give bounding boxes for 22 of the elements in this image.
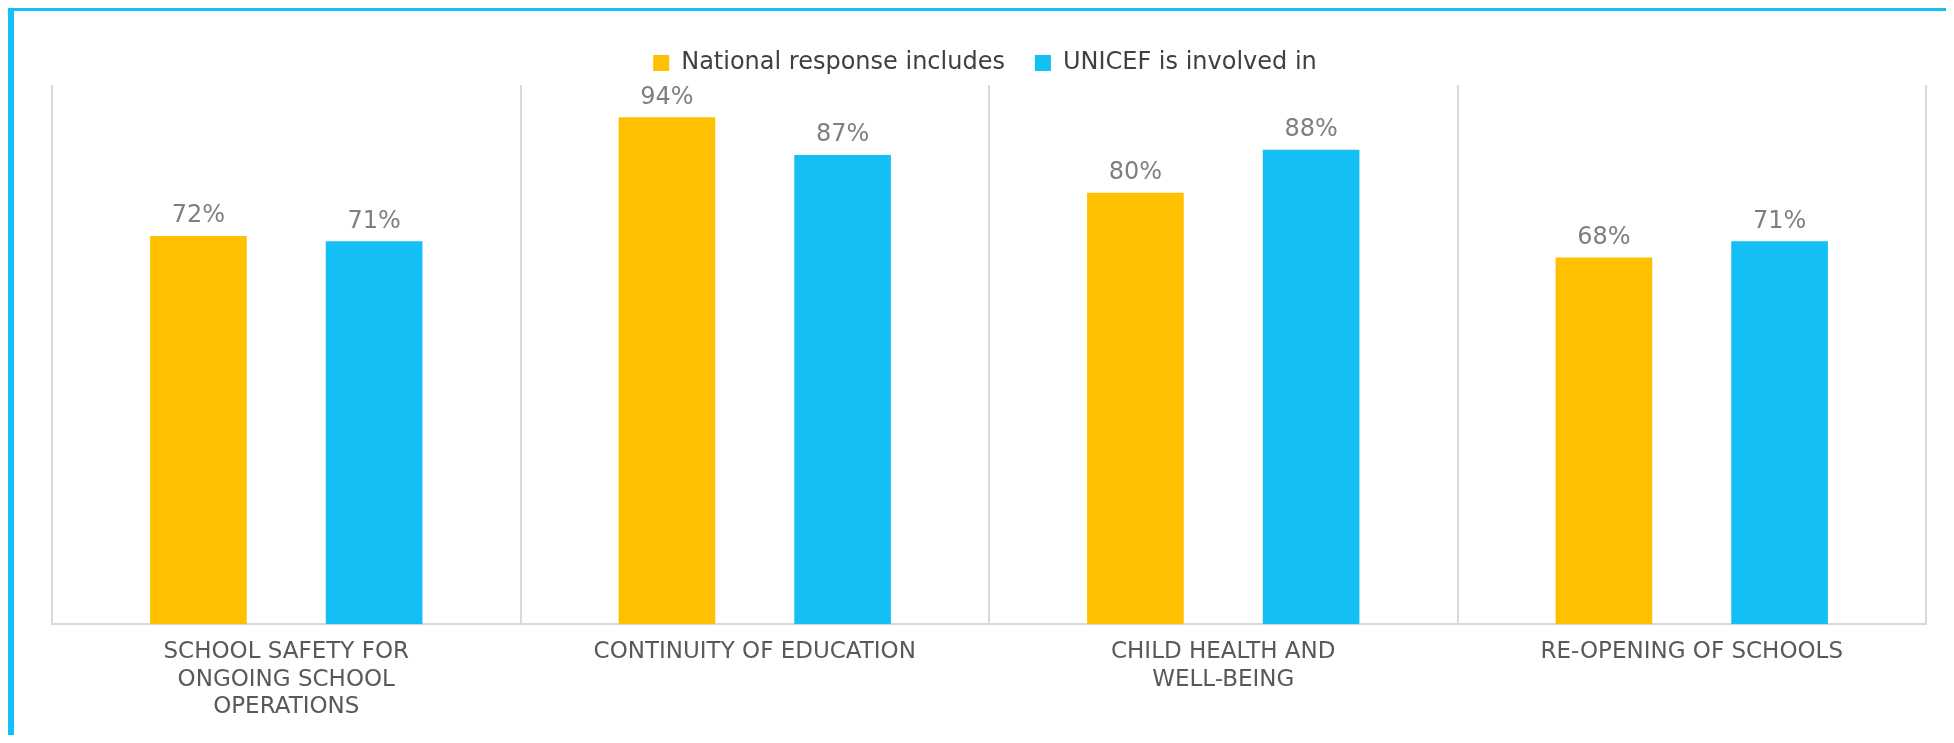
x-tick-label: CHILD HEALTH AND WELL-BEING xyxy=(1111,636,1336,691)
legend-label: National response includes xyxy=(681,47,1005,76)
x-tick-label: SCHOOL SAFETY FOR ONGOING SCHOOL OPERATIONS xyxy=(163,636,410,719)
data-label: 71% xyxy=(347,205,401,234)
bar xyxy=(1262,149,1360,625)
bar xyxy=(618,117,716,625)
x-tick-label: RE-OPENING OF SCHOOLS xyxy=(1540,636,1844,663)
legend-label: UNICEF is involved in xyxy=(1062,47,1317,76)
bar xyxy=(150,235,247,625)
bar xyxy=(1731,241,1828,625)
x-tick-label: CONTINUITY OF EDUCATION xyxy=(593,636,916,663)
bar xyxy=(794,155,891,625)
data-label: 94% xyxy=(640,81,694,110)
bar xyxy=(325,241,423,625)
data-label: 68% xyxy=(1577,221,1631,250)
data-label: 72% xyxy=(171,200,226,229)
bar xyxy=(1087,192,1184,625)
bar xyxy=(1555,257,1653,625)
data-label: 80% xyxy=(1108,157,1163,186)
data-label: 71% xyxy=(1752,205,1807,234)
data-label: 87% xyxy=(815,119,870,148)
data-label: 88% xyxy=(1284,113,1338,142)
